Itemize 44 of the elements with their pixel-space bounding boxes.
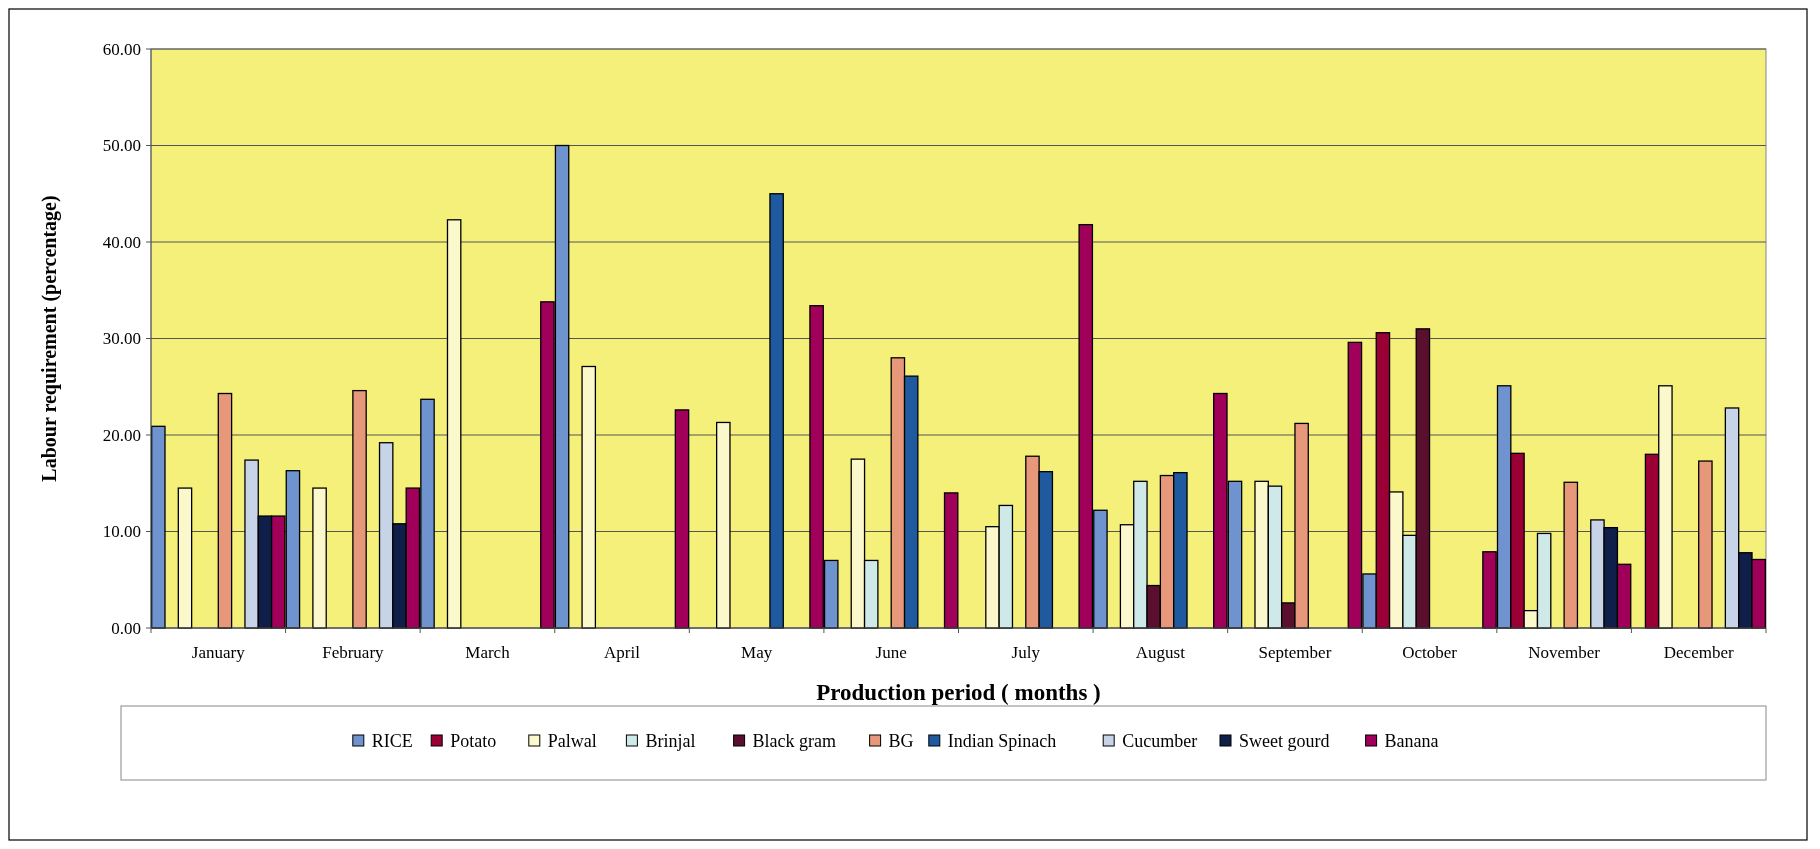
legend-label: Potato [450,731,497,752]
y-tick-label: 0.00 [111,618,141,638]
bar [943,492,959,629]
legend-label: Sweet gourd [1239,731,1330,752]
bar [177,487,193,629]
y-tick-label: 30.00 [102,329,141,349]
bar [581,365,597,629]
legend-label: Brinjal [645,731,696,752]
bar [716,421,731,629]
x-axis-title: Production period ( months ) [816,680,1101,705]
y-tick-label: 10.00 [102,522,141,542]
bar [1698,460,1713,629]
x-tick-label: July [1011,643,1041,662]
x-tick-label: November [1528,643,1601,662]
y-tick-label: 20.00 [102,425,141,445]
x-tick-label: February [322,643,385,662]
bar [217,392,233,629]
x-tick-label: June [875,643,907,662]
bar [1563,481,1579,629]
bar [674,409,690,629]
bar [312,487,327,629]
bar [151,425,166,629]
legend-label: Palwal [547,731,597,752]
x-tick-label: January [191,643,246,662]
legend-label: RICE [371,731,413,752]
bar [769,193,784,629]
y-axis-title: Labour requirement (percentage) [38,195,61,482]
legend-label: Banana [1384,731,1439,752]
y-tick-label: 40.00 [102,232,141,252]
y-tick-label: 60.00 [102,39,141,59]
x-tick-label: August [1135,643,1186,662]
x-tick-label: December [1663,643,1734,662]
legend-label: Black gram [752,731,837,752]
legend-label: BG [888,731,914,752]
y-tick-label: 50.00 [102,136,141,156]
x-tick-label: October [1402,643,1458,662]
x-tick-label: May [741,643,773,662]
bar [352,389,367,629]
legend-label: Cucumber [1122,731,1198,752]
x-tick-label: September [1258,643,1332,662]
x-tick-label: March [465,643,511,662]
x-tick-label: April [604,643,641,662]
bar [446,219,462,629]
legend-label: Indian Spinach [947,731,1057,752]
